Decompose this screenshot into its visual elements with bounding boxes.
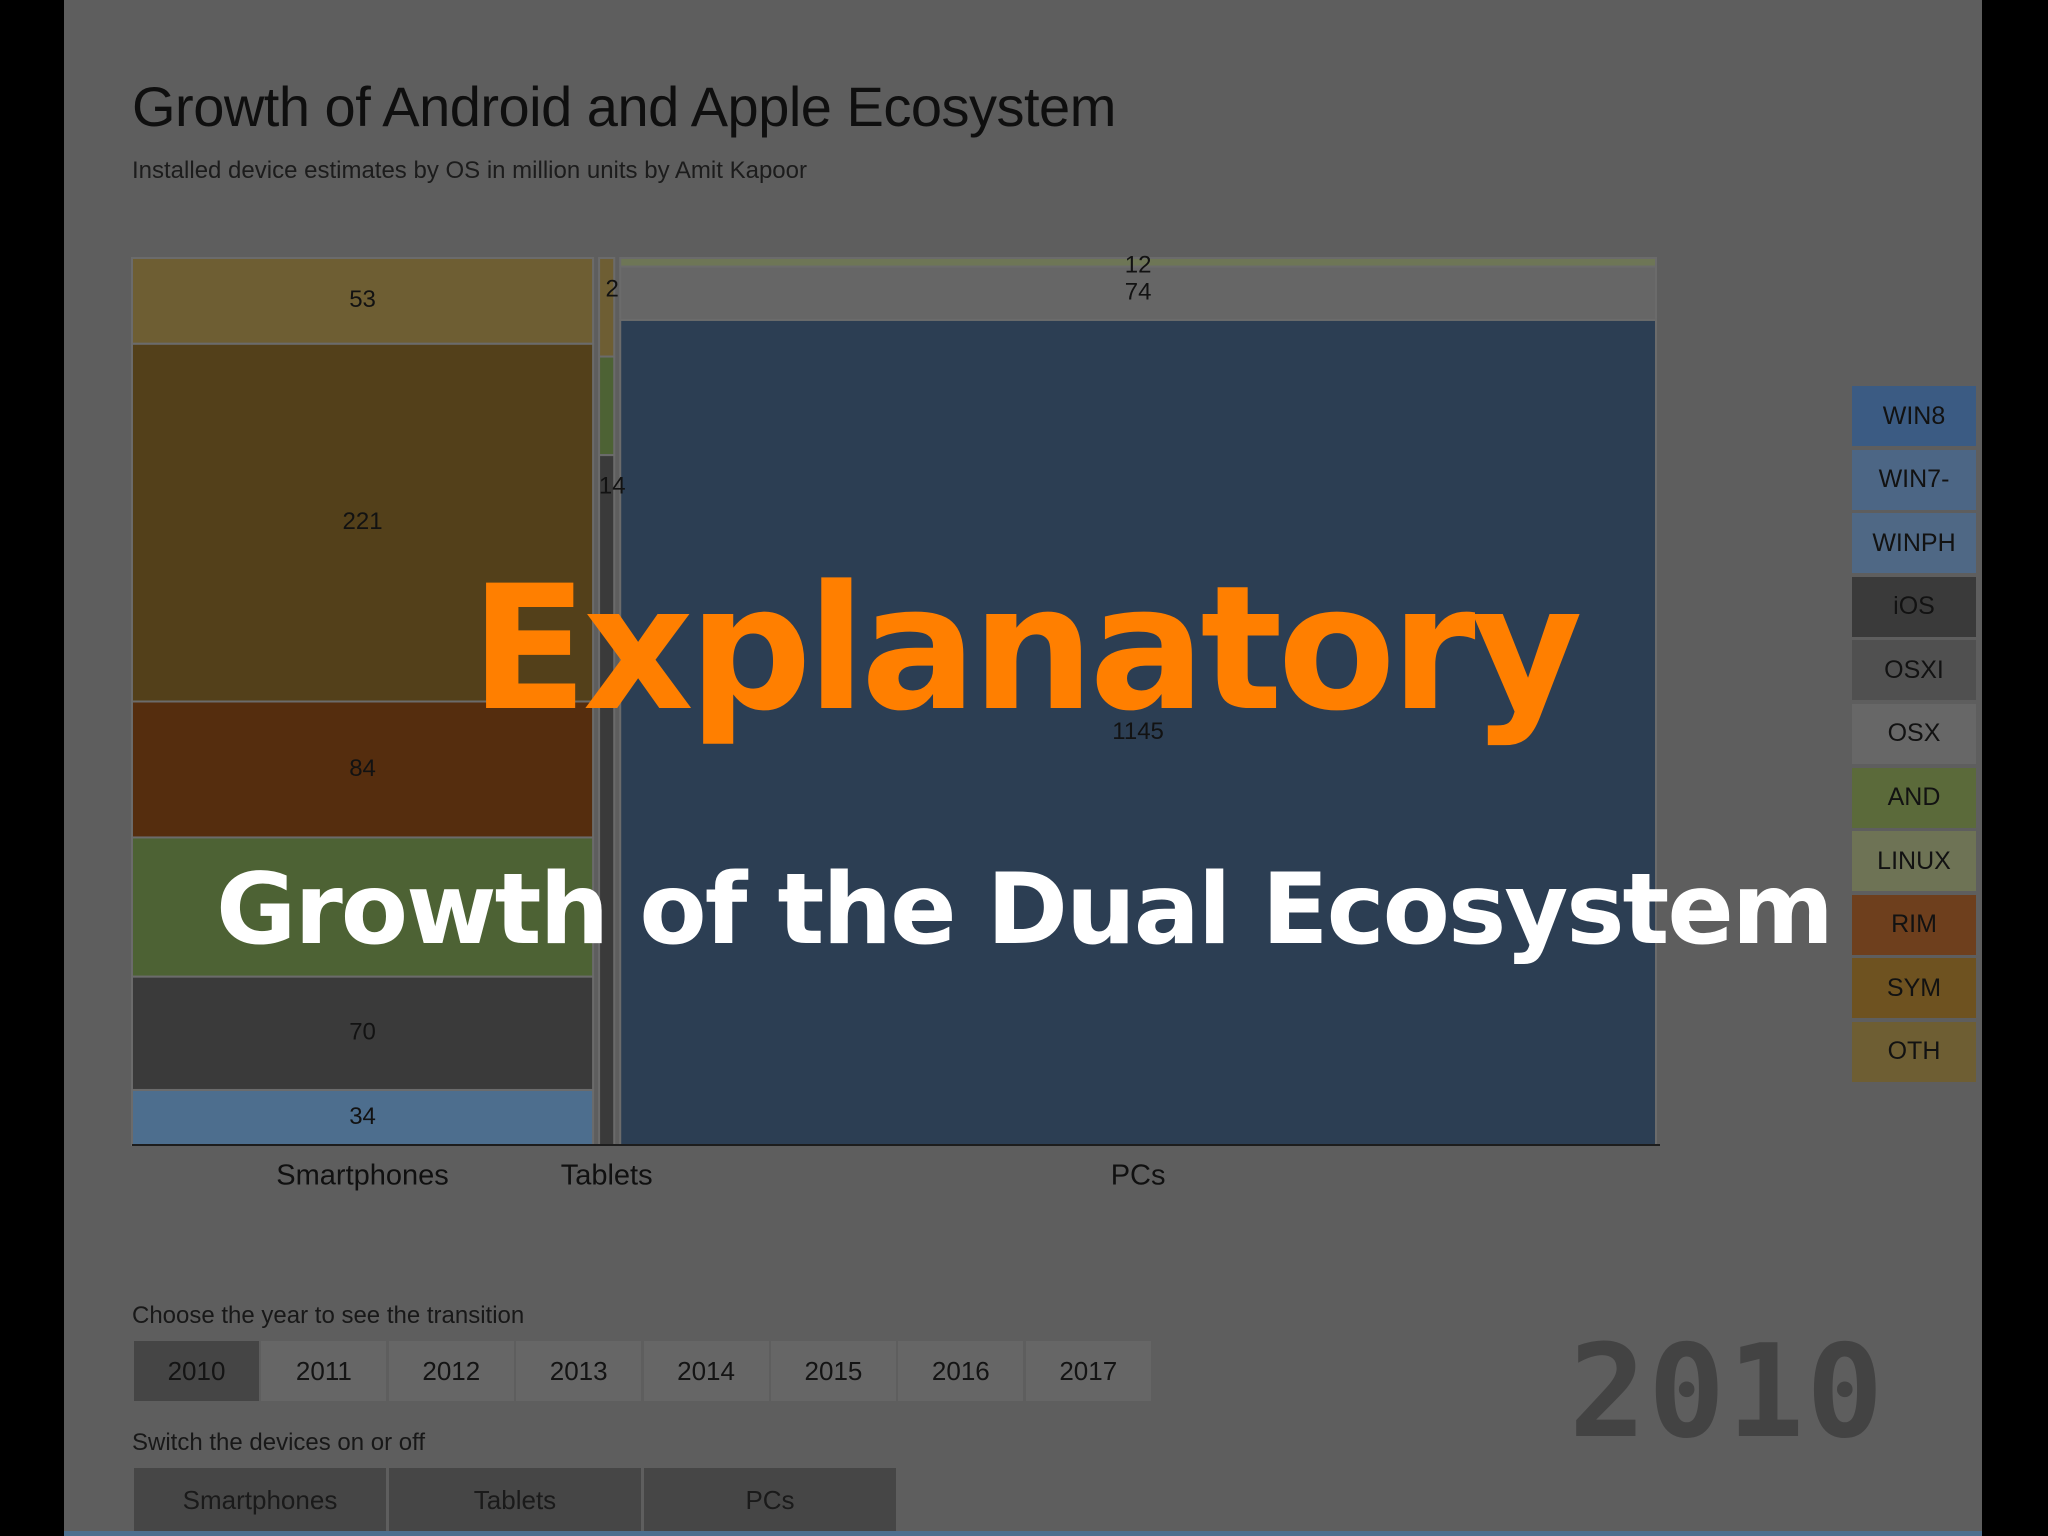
year-button-2017[interactable]: 2017 xyxy=(1025,1341,1151,1401)
legend-item-and[interactable]: AND xyxy=(1852,767,1976,828)
tile-pcs-win7[interactable] xyxy=(619,318,1657,1146)
chart-page: Growth of Android and Apple Ecosystem In… xyxy=(64,0,1982,1536)
overlay-subheading: Growth of the Dual Ecosystem xyxy=(216,853,1834,967)
device-toggle-smartphones[interactable]: Smartphones xyxy=(134,1468,386,1532)
legend: WIN8 WIN7- WINPH iOS OSXI OSX AND LINUX RIM SYM OT… xyxy=(1852,386,1976,1086)
category-label-tablets: Tablets xyxy=(561,1160,653,1192)
data-label-tablets-oth: 2 xyxy=(606,275,619,302)
device-toggle-tablets[interactable]: Tablets xyxy=(389,1468,641,1532)
overlay-heading: Explanatory xyxy=(470,548,1582,749)
legend-item-linux[interactable]: LINUX xyxy=(1852,831,1976,892)
page-bottom-edge xyxy=(64,1531,1982,1536)
year-selector-label: Choose the year to see the transition xyxy=(132,1302,525,1329)
tile-smartphones-and[interactable] xyxy=(131,836,595,978)
data-label-smartphones-rim: 84 xyxy=(349,755,376,782)
legend-item-sym[interactable]: SYM xyxy=(1852,958,1976,1019)
category-label-pcs: PCs xyxy=(1111,1160,1166,1192)
legend-item-winph[interactable]: WINPH xyxy=(1852,513,1976,574)
chart-title: Growth of Android and Apple Ecosystem xyxy=(132,75,1116,138)
device-toggle-label: Switch the devices on or off xyxy=(132,1429,426,1456)
legend-item-oth[interactable]: OTH xyxy=(1852,1021,1976,1082)
year-button-2012[interactable]: 2012 xyxy=(388,1341,514,1401)
device-toggle-group: Smartphones Tablets PCs xyxy=(134,1468,899,1532)
year-button-2011[interactable]: 2011 xyxy=(261,1341,387,1401)
legend-item-win8[interactable]: WIN8 xyxy=(1852,386,1976,446)
tile-tablets-and[interactable] xyxy=(598,355,616,457)
data-label-tablets-ios: 14 xyxy=(599,472,626,499)
mosaic-chart: 53 221 84 70 34 Smartphones 2 14 Tablets 12 74 1145… xyxy=(131,251,1726,1192)
data-label-smartphones-winph: 34 xyxy=(349,1103,376,1130)
category-label-smartphones: Smartphones xyxy=(276,1160,449,1192)
tile-smartphones-winph[interactable] xyxy=(131,1088,595,1147)
chart-subtitle: Installed device estimates by OS in mill… xyxy=(132,157,807,184)
year-button-2010[interactable]: 2010 xyxy=(134,1341,259,1401)
data-label-smartphones-oth: 53 xyxy=(349,286,376,313)
legend-item-osx[interactable]: OSX xyxy=(1852,703,1976,764)
tile-smartphones-ios[interactable] xyxy=(131,975,595,1091)
year-button-2015[interactable]: 2015 xyxy=(770,1341,896,1401)
data-label-pcs-win7: 1145 xyxy=(1112,718,1164,745)
year-selector: 2010 2011 2012 2013 2014 2015 2016 2017 xyxy=(134,1341,1153,1401)
current-year-display: 2010 xyxy=(1569,1318,1886,1467)
data-label-pcs-osx: 74 xyxy=(1125,279,1152,306)
data-label-smartphones-sym: 221 xyxy=(343,508,383,535)
tile-smartphones-sym[interactable] xyxy=(131,342,595,703)
legend-item-win7[interactable]: WIN7- xyxy=(1852,449,1976,510)
data-label-smartphones-ios: 70 xyxy=(349,1019,376,1046)
device-toggle-pcs[interactable]: PCs xyxy=(644,1468,896,1532)
legend-item-rim[interactable]: RIM xyxy=(1852,894,1976,955)
year-button-2013[interactable]: 2013 xyxy=(516,1341,642,1401)
data-label-pcs-linux: 12 xyxy=(1125,251,1152,278)
year-button-2014[interactable]: 2014 xyxy=(643,1341,769,1401)
tile-tablets-oth[interactable] xyxy=(598,257,616,358)
year-button-2016[interactable]: 2016 xyxy=(898,1341,1024,1401)
tile-smartphones-oth[interactable] xyxy=(131,257,595,345)
legend-item-osxi[interactable]: OSXI xyxy=(1852,640,1976,701)
legend-item-ios[interactable]: iOS xyxy=(1852,576,1976,637)
tile-smartphones-rim[interactable] xyxy=(131,700,595,839)
